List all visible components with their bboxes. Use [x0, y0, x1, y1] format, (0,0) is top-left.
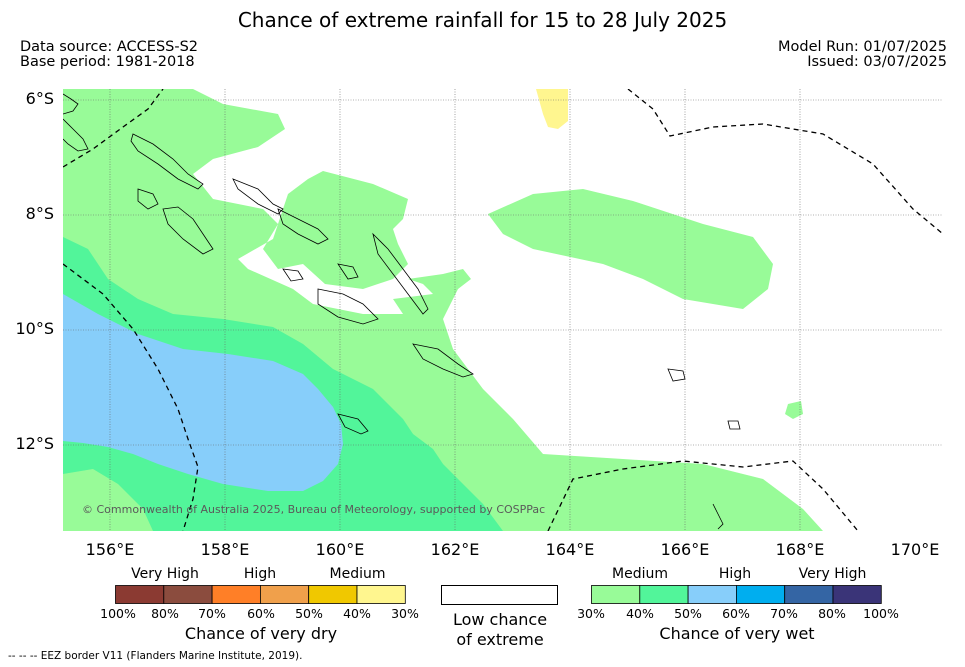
wet-tick-30: 30% — [577, 606, 605, 621]
dry-tick-100: 100% — [100, 606, 136, 621]
dry-tick-50: 50% — [295, 606, 323, 621]
wet-tick-100: 100% — [863, 606, 899, 621]
lon-label-166e: 166°E — [660, 540, 710, 559]
rainfall-map — [63, 89, 943, 531]
lat-label-12s: 12°S — [15, 434, 54, 453]
dry-legend-swatch-3 — [259, 585, 310, 604]
wet-legend-swatch-1 — [639, 585, 689, 604]
issued-text: Issued: 03/07/2025 — [807, 54, 947, 70]
dry-legend-caption: Chance of very dry — [184, 624, 338, 643]
lon-label-156e: 156°E — [85, 540, 135, 559]
dry-legend-swatch-1 — [163, 585, 213, 604]
lat-label-10s: 10°S — [15, 319, 54, 338]
map-gridlines — [63, 89, 943, 531]
dry-legend-swatch-0 — [115, 585, 165, 604]
wet-legend-swatch-0 — [591, 585, 641, 604]
wet-legend-swatch-2 — [687, 585, 737, 604]
dry-legend-very-high: Very High — [131, 566, 199, 582]
wet-legend-swatch-3 — [735, 585, 786, 604]
lon-label-164e: 164°E — [545, 540, 595, 559]
dry-legend-high: High — [243, 566, 277, 582]
dry-tick-40: 40% — [343, 606, 371, 621]
coastlines — [63, 93, 741, 530]
model-run-text: Model Run: 01/07/2025 — [777, 39, 947, 55]
data-info: Data source: ACCESS-S2 Base period: 1981… — [20, 40, 198, 70]
dry-medium-area — [536, 89, 568, 129]
wet-tick-80: 80% — [818, 606, 846, 621]
lon-label-162e: 162°E — [430, 540, 480, 559]
dry-tick-30: 30% — [391, 606, 419, 621]
eez-borders — [63, 89, 943, 531]
run-info: Model Run: 01/07/2025 Issued: 03/07/2025 — [778, 40, 947, 70]
copyright-text: © Commonwealth of Australia 2025, Bureau… — [82, 503, 546, 516]
lon-label-158e: 158°E — [200, 540, 250, 559]
dry-tick-60: 60% — [247, 606, 275, 621]
neutral-legend-box — [441, 585, 558, 605]
wet-tick-70: 70% — [770, 606, 798, 621]
base-period-text: Base period: 1981-2018 — [20, 54, 195, 70]
wet-tick-40: 40% — [626, 606, 654, 621]
dry-legend-swatch-5 — [356, 585, 406, 604]
dry-tick-70: 70% — [198, 606, 226, 621]
dry-legend-swatch-4 — [308, 585, 358, 604]
eez-footer-note: -- -- -- EEZ border V11 (Flanders Marine… — [8, 650, 303, 662]
lon-label-168e: 168°E — [775, 540, 825, 559]
dry-legend-medium: Medium — [329, 566, 386, 582]
wet-legend-colorbar — [591, 585, 882, 604]
wet-medium-lower-left — [63, 469, 153, 531]
wet-legend-very-high: Very High — [798, 566, 867, 582]
dry-tick-80: 80% — [151, 606, 179, 621]
dry-legend-swatch-2 — [211, 585, 261, 604]
lon-label-160e: 160°E — [315, 540, 365, 559]
wet-legend-swatch-4 — [784, 585, 834, 604]
wet-legend-swatch-5 — [832, 585, 882, 604]
wet-legend-caption: Chance of very wet — [659, 624, 815, 643]
wet-tick-60: 60% — [722, 606, 750, 621]
dry-legend-colorbar — [115, 585, 406, 604]
wet-legend-medium: Medium — [612, 566, 668, 582]
data-source-text: Data source: ACCESS-S2 — [20, 39, 199, 55]
neutral-legend-caption-2: of extreme — [456, 630, 544, 649]
lon-label-170e: 170°E — [890, 540, 940, 559]
lat-label-6s: 6°S — [25, 89, 54, 108]
wet-legend-high: High — [718, 566, 752, 582]
lat-label-8s: 8°S — [25, 204, 54, 223]
neutral-legend-caption-1: Low chance — [452, 610, 548, 629]
wet-tick-50: 50% — [674, 606, 702, 621]
map-title: Chance of extreme rainfall for 15 to 28 … — [237, 8, 728, 32]
wet-high-area — [63, 294, 343, 491]
